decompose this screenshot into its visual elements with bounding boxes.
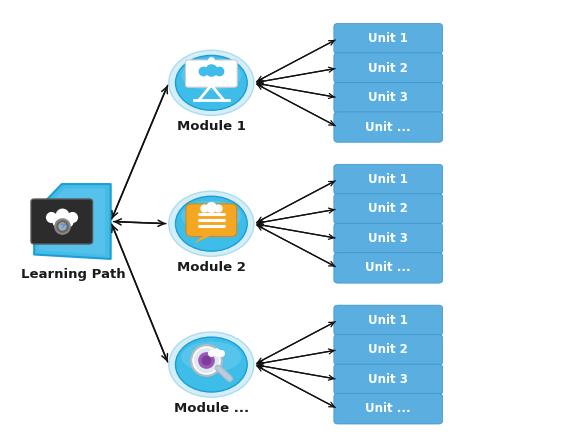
FancyBboxPatch shape <box>334 82 443 113</box>
Text: Unit 1: Unit 1 <box>368 173 408 186</box>
Text: Learning Path: Learning Path <box>21 268 125 281</box>
Polygon shape <box>194 232 218 244</box>
FancyBboxPatch shape <box>334 394 443 424</box>
Text: Module ...: Module ... <box>174 402 249 415</box>
Polygon shape <box>39 188 105 255</box>
FancyBboxPatch shape <box>31 199 92 244</box>
FancyBboxPatch shape <box>186 204 236 237</box>
Text: Unit 1: Unit 1 <box>368 32 408 45</box>
Text: Unit 1: Unit 1 <box>368 314 408 327</box>
Ellipse shape <box>176 337 247 392</box>
Text: Unit 3: Unit 3 <box>368 232 408 245</box>
Text: Unit 3: Unit 3 <box>368 91 408 104</box>
FancyBboxPatch shape <box>334 194 443 224</box>
Ellipse shape <box>181 201 242 231</box>
FancyBboxPatch shape <box>334 253 443 283</box>
Ellipse shape <box>181 342 242 372</box>
FancyBboxPatch shape <box>334 23 443 54</box>
Ellipse shape <box>169 191 254 256</box>
Text: Unit ...: Unit ... <box>365 402 411 416</box>
Text: Module 1: Module 1 <box>177 120 246 133</box>
FancyBboxPatch shape <box>334 305 443 335</box>
Text: Unit 2: Unit 2 <box>368 343 408 356</box>
Text: Unit 3: Unit 3 <box>368 373 408 386</box>
Polygon shape <box>34 184 110 259</box>
FancyBboxPatch shape <box>334 334 443 365</box>
FancyBboxPatch shape <box>334 223 443 254</box>
Text: Unit ...: Unit ... <box>365 261 411 275</box>
Text: Unit 2: Unit 2 <box>368 202 408 215</box>
Text: Module 2: Module 2 <box>177 261 246 274</box>
Ellipse shape <box>169 50 254 115</box>
Ellipse shape <box>176 196 247 251</box>
Ellipse shape <box>181 60 242 90</box>
FancyBboxPatch shape <box>334 364 443 395</box>
FancyBboxPatch shape <box>334 53 443 83</box>
FancyBboxPatch shape <box>334 164 443 194</box>
Ellipse shape <box>176 55 247 110</box>
Ellipse shape <box>169 332 254 397</box>
Text: Unit ...: Unit ... <box>365 120 411 134</box>
Text: Unit 2: Unit 2 <box>368 62 408 74</box>
FancyBboxPatch shape <box>334 112 443 142</box>
FancyBboxPatch shape <box>186 60 237 87</box>
